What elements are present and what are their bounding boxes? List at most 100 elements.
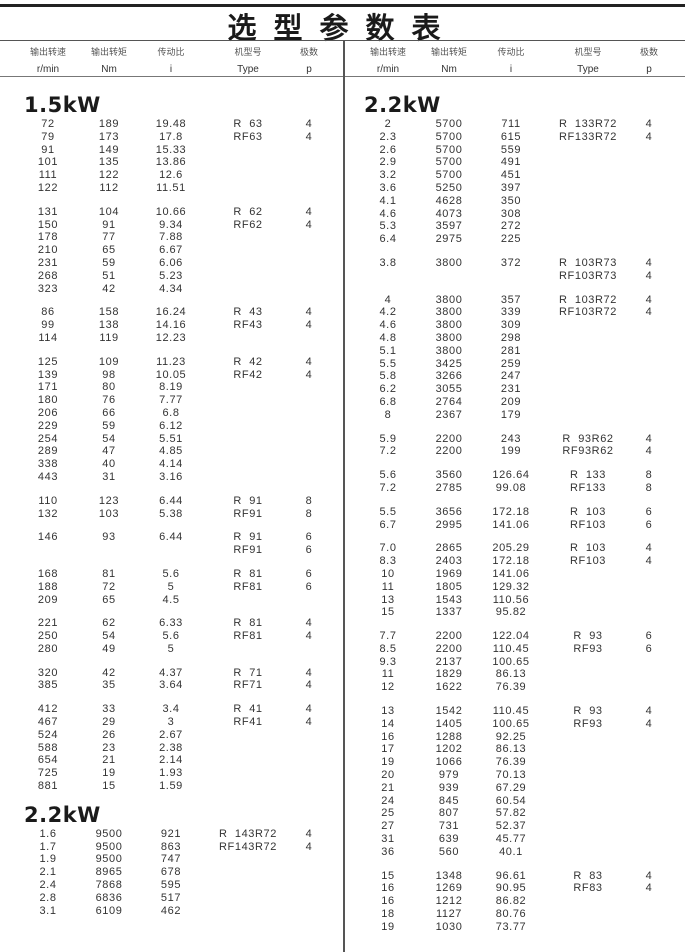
header-torque-cn: 输出转矩 [90, 47, 127, 57]
poles-cell [634, 908, 664, 921]
row-group: 7.7 2200 122.04 R 93 6 8.5 2200 110.45 RF93 6 9.3 2… [340, 630, 680, 694]
torque-cell: 21 [102, 754, 116, 767]
torque-cell: 104 [98, 205, 120, 218]
poles-cell [634, 681, 664, 694]
type-cell: R 42 [233, 355, 263, 368]
poles-cell [294, 879, 324, 892]
table-row: 338 40 4.14 [18, 458, 340, 471]
table-row: 13 1543 110.56 [358, 594, 680, 607]
type-cell: RF103 [569, 555, 607, 568]
section-title: 2.2kW [24, 802, 101, 827]
ratio-cell: 5.6 [162, 630, 180, 643]
type-cell: RF81 [233, 580, 263, 593]
table-row: 19 1066 76.39 [358, 756, 680, 769]
speed-cell: 1.9 [39, 853, 57, 866]
table-row: 17 1202 86.13 [358, 743, 680, 756]
header-poles-unit: p [646, 64, 652, 75]
speed-cell: 5.6 [379, 469, 397, 482]
speed-cell: 268 [37, 269, 59, 282]
speed-cell: 122 [37, 181, 59, 194]
torque-cell: 2200 [435, 445, 463, 458]
ratio-cell: 9.34 [159, 218, 183, 231]
type-cell [542, 208, 634, 221]
speed-cell: 72 [41, 118, 55, 130]
ratio-cell: 339 [500, 306, 522, 319]
type-cell [542, 820, 634, 833]
ratio-cell: 122.04 [492, 630, 530, 643]
poles-cell: 6 [645, 642, 653, 655]
speed-cell: 13 [381, 705, 395, 718]
torque-cell: 7868 [95, 879, 123, 892]
ratio-cell: 205.29 [492, 542, 530, 555]
ratio-cell: 15.33 [155, 143, 187, 156]
torque-cell: 26 [102, 728, 116, 741]
ratio-cell: 1.59 [159, 780, 183, 793]
poles-cell [294, 420, 324, 433]
ratio-cell: 86.13 [495, 743, 527, 756]
type-cell [542, 681, 634, 694]
table-row: 4.8 3800 298 [358, 332, 680, 345]
torque-cell: 3560 [435, 469, 463, 482]
ratio-cell: 100.65 [492, 717, 530, 730]
table-row: 16 1269 90.95 RF83 4 [358, 882, 680, 895]
ratio-cell: 86.82 [495, 895, 527, 908]
torque-cell: 1212 [435, 895, 463, 908]
ratio-cell: 259 [500, 357, 522, 370]
torque-cell: 6836 [95, 891, 123, 904]
ratio-cell: 96.61 [495, 869, 527, 882]
ratio-cell: 110.45 [492, 705, 530, 718]
type-cell [542, 156, 634, 169]
row-group: 7.0 2865 205.29 R 103 4 8.3 2403 172.18 RF103 4 10… [340, 542, 680, 619]
table-row: 7.7 2200 122.04 R 93 6 [358, 630, 680, 643]
type-cell: R 91 [233, 531, 263, 544]
poles-cell [294, 445, 324, 458]
ratio-cell: 921 [160, 827, 182, 840]
poles-cell [634, 358, 664, 371]
speed-cell: 3.1 [39, 904, 57, 917]
ratio-cell: 5.23 [159, 269, 183, 282]
torque-cell: 2137 [435, 655, 463, 668]
right-table-body: 2.2kW 2 5700 711 R 133R72 4 2.3 5700 615 RF133R72… [340, 83, 680, 934]
ratio-cell: 4.34 [159, 282, 183, 295]
speed-cell: 11 [381, 580, 395, 593]
speed-cell: 150 [37, 218, 59, 231]
torque-cell: 3055 [435, 383, 463, 396]
type-cell [202, 144, 294, 157]
torque-cell: 939 [438, 781, 460, 794]
ratio-cell: 110.56 [492, 593, 530, 606]
torque-cell: 65 [102, 244, 116, 257]
speed-cell: 17 [381, 743, 395, 756]
row-group: 15 1348 96.61 R 83 4 16 1269 90.95 RF83 4 16 1212 86… [340, 870, 680, 934]
type-cell: RF43 [233, 319, 263, 332]
speed-cell: 10 [381, 567, 395, 580]
poles-cell [294, 244, 324, 257]
type-cell [542, 195, 634, 208]
section-title: 2.2kW [364, 93, 441, 117]
row-group: 412 33 3.4 R 41 4 467 29 3 RF41 4 524 26 2.67 588 23 2.… [0, 703, 340, 793]
type-cell [542, 370, 634, 383]
row-group: 168 81 5.6 R 81 6 188 72 5 RF81 6 209 65 4.5 [0, 568, 340, 606]
torque-cell: 98 [102, 368, 116, 381]
header-speed-cn: 输出转速 [29, 47, 66, 57]
table-row: 320 42 4.37 R 71 4 [18, 667, 340, 680]
table-row: 6.2 3055 231 [358, 383, 680, 396]
poles-cell: 4 [645, 432, 653, 445]
torque-cell: 5700 [435, 169, 463, 182]
poles-cell: 4 [645, 306, 653, 319]
poles-cell: 4 [645, 542, 653, 555]
table-row: 5.5 3656 172.18 R 103 6 [358, 506, 680, 519]
ratio-cell: 517 [160, 891, 182, 904]
table-row: 171 80 8.19 [18, 381, 340, 394]
ratio-cell: 11.23 [156, 355, 186, 368]
poles-cell [294, 780, 324, 793]
type-cell [202, 332, 294, 345]
torque-cell: 1288 [435, 730, 463, 743]
speed-cell: 15 [381, 869, 395, 882]
table-row: 146 93 6.44 R 91 6 [18, 531, 340, 544]
type-cell [542, 656, 634, 669]
ratio-cell: 52.37 [495, 820, 527, 833]
table-row: 24 845 60.54 [358, 795, 680, 808]
table-row: 467 29 3 RF41 4 [18, 716, 340, 729]
table-row: 3.1 6109 462 [18, 905, 340, 918]
speed-cell: 338 [37, 458, 59, 471]
